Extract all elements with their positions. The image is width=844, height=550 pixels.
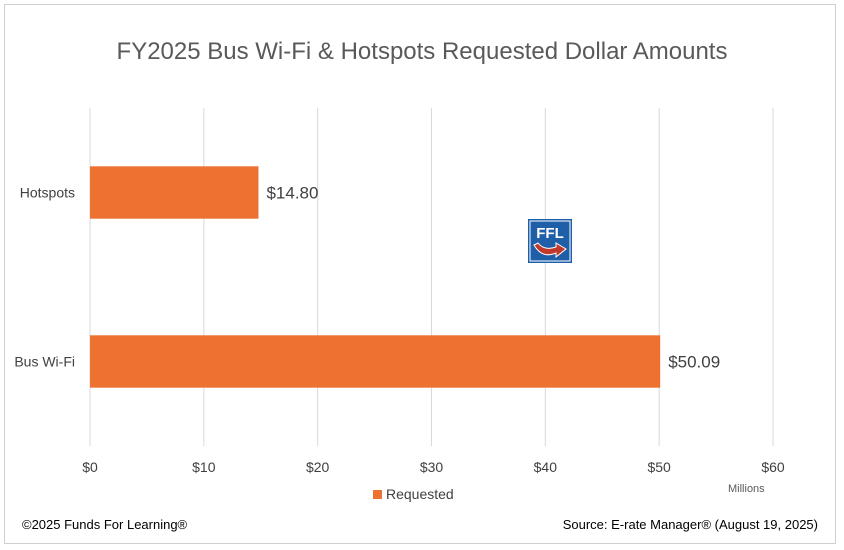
ffl-logo-icon: FFL xyxy=(528,219,572,263)
logo-text: FFL xyxy=(536,225,564,242)
bar-value-label: $14.80 xyxy=(266,184,318,203)
chart-frame xyxy=(4,4,836,544)
x-tick-label: $50 xyxy=(647,459,671,475)
bar xyxy=(90,335,661,388)
chart-title: FY2025 Bus Wi-Fi & Hotspots Requested Do… xyxy=(116,38,728,65)
tick-labels: $0 $10 $20 $30 $40 $50 $60 xyxy=(82,459,785,475)
x-tick-label: $60 xyxy=(761,459,785,475)
x-tick-label: $10 xyxy=(192,459,216,475)
category-label: Bus Wi-Fi xyxy=(14,354,75,370)
bars xyxy=(90,166,661,388)
legend-swatch xyxy=(373,489,382,499)
axis-units-label: Millions xyxy=(728,483,765,495)
category-label: Hotspots xyxy=(20,185,75,201)
copyright-text: ©2025 Funds For Learning® xyxy=(22,517,188,532)
bar xyxy=(90,166,259,219)
bar-value-label: $50.09 xyxy=(668,353,720,372)
gridlines xyxy=(89,108,774,446)
legend-label: Requested xyxy=(386,486,454,502)
bar-labels: $14.80 $50.09 xyxy=(266,184,720,372)
legend: Requested xyxy=(373,486,454,502)
x-tick-label: $30 xyxy=(420,459,444,475)
x-tick-label: $0 xyxy=(82,459,98,475)
x-tick-label: $40 xyxy=(534,459,558,475)
x-tick-label: $20 xyxy=(306,459,330,475)
category-labels: Hotspots Bus Wi-Fi xyxy=(14,185,75,370)
source-text: Source: E-rate Manager® (August 19, 2025… xyxy=(562,517,818,532)
